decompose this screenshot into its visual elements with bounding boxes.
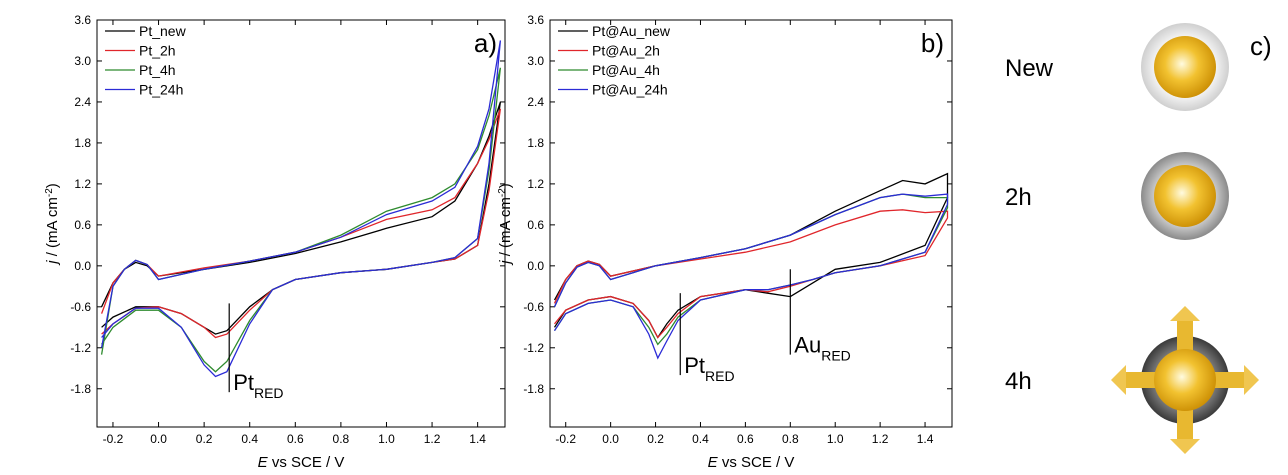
annotation-text: Pt — [684, 353, 705, 378]
y-tick-label: 1.8 — [527, 136, 544, 150]
annotation-text: Pt — [233, 370, 254, 395]
cv-curve — [553, 209, 949, 339]
x-label-part: E — [258, 454, 269, 471]
panel-label: a) — [474, 28, 497, 58]
legend-label: Pt_4h — [139, 62, 176, 78]
y-tick-label: 0.6 — [527, 218, 544, 232]
y-label-part: -2 — [497, 188, 508, 197]
y-tick-label: 3.6 — [74, 13, 91, 27]
x-tick-label: 0.6 — [737, 432, 754, 446]
annotation-text: Au — [794, 333, 821, 358]
y-label-part: j — [497, 260, 514, 266]
y-tick-label: -0.6 — [523, 300, 544, 314]
annotation-subscript: RED — [254, 385, 284, 401]
cv-curve — [553, 193, 949, 346]
x-label-part: vs SCE / V — [268, 454, 345, 471]
y-label-part: j — [44, 260, 61, 266]
legend-label: Pt_24h — [139, 82, 183, 98]
annotation-label: PtRED — [684, 353, 734, 384]
legend-label: Pt@Au_4h — [592, 62, 660, 78]
y-tick-label: -1.2 — [523, 341, 544, 355]
chart: -1.8 -1.2 -0.6 0.0 0.6 1.2 1.8 2.4 3.0 3.6 -0.2 0.0… — [44, 13, 506, 471]
y-label-part: ) — [44, 183, 61, 188]
y-label-part: / (mA cm — [497, 197, 514, 260]
x-tick-label: 1.2 — [424, 432, 441, 446]
y-tick-label: 2.4 — [527, 95, 544, 109]
y-tick-label: 0.6 — [74, 218, 91, 232]
chart: -1.8 -1.2 -0.6 0.0 0.6 1.2 1.8 2.4 3.0 3.6 -0.2 0.0… — [497, 13, 953, 471]
y-tick-label: -1.8 — [523, 382, 544, 396]
y-axis-label: j / (mA cm-2) — [44, 183, 62, 266]
y-tick-label: 1.8 — [74, 136, 91, 150]
x-tick-label: 0.8 — [333, 432, 350, 446]
cv-curve — [553, 172, 949, 339]
cv-curve — [101, 101, 502, 335]
y-axis-label: j / (mA cm-2) — [497, 183, 515, 266]
x-label-part: vs SCE / V — [718, 454, 795, 471]
cv-curve — [100, 67, 502, 373]
y-tick-label: -0.6 — [70, 300, 91, 314]
x-tick-label: 0.0 — [150, 432, 167, 446]
x-axis-label: E vs SCE / V — [258, 454, 345, 471]
x-tick-label: -0.2 — [103, 432, 124, 446]
x-tick-label: 0.2 — [196, 432, 213, 446]
x-label-part: E — [708, 454, 719, 471]
y-label-part: -2 — [44, 188, 55, 197]
y-tick-label: 3.6 — [527, 13, 544, 27]
y-tick-label: 1.2 — [74, 177, 91, 191]
x-tick-label: 1.4 — [917, 432, 934, 446]
y-tick-label: 3.0 — [74, 54, 91, 68]
x-tick-label: 0.0 — [602, 432, 619, 446]
annotation-label: PtRED — [233, 370, 283, 401]
x-tick-label: 0.6 — [287, 432, 304, 446]
x-tick-label: 0.2 — [647, 432, 664, 446]
stage-label: New — [1005, 55, 1054, 82]
x-tick-label: 1.4 — [469, 432, 486, 446]
cv-curve — [553, 193, 949, 360]
cv-curve — [100, 108, 502, 339]
y-tick-label: 0.0 — [74, 259, 91, 273]
x-tick-label: 0.4 — [692, 432, 709, 446]
cv-curve — [100, 40, 502, 378]
annotation-subscript: RED — [821, 348, 851, 364]
y-tick-label: -1.2 — [70, 341, 91, 355]
panel-label: b) — [921, 28, 944, 58]
y-label-part: ) — [497, 183, 514, 188]
particle-core — [1154, 36, 1216, 98]
plot-frame — [549, 19, 953, 428]
plot-frame — [96, 19, 506, 428]
legend-label: Pt@Au_new — [592, 23, 671, 39]
x-tick-label: 0.4 — [241, 432, 258, 446]
y-label-part: / (mA cm — [44, 197, 61, 260]
annotation-subscript: RED — [705, 368, 735, 384]
y-tick-label: 0.0 — [527, 259, 544, 273]
dissolving-particle — [1111, 306, 1259, 454]
legend-label: Pt@Au_2h — [592, 43, 660, 59]
x-axis-label: E vs SCE / V — [708, 454, 795, 471]
x-tick-label: 0.8 — [782, 432, 799, 446]
legend-label: Pt_2h — [139, 43, 176, 59]
annotation-label: AuRED — [794, 333, 850, 364]
x-tick-label: 1.2 — [872, 432, 889, 446]
y-tick-label: -1.8 — [70, 382, 91, 396]
panel-label: c) — [1250, 31, 1272, 61]
legend-label: Pt_new — [139, 23, 187, 39]
particle-core — [1154, 165, 1216, 227]
schematic: New 2h 4h c) — [1005, 23, 1272, 454]
x-tick-label: 1.0 — [827, 432, 844, 446]
y-tick-label: 1.2 — [527, 177, 544, 191]
y-tick-label: 2.4 — [74, 95, 91, 109]
x-tick-label: -0.2 — [555, 432, 576, 446]
x-tick-label: 1.0 — [378, 432, 395, 446]
stage-label: 4h — [1005, 368, 1032, 395]
legend-label: Pt@Au_24h — [592, 82, 668, 98]
stage-label: 2h — [1005, 184, 1032, 211]
y-tick-label: 3.0 — [527, 54, 544, 68]
